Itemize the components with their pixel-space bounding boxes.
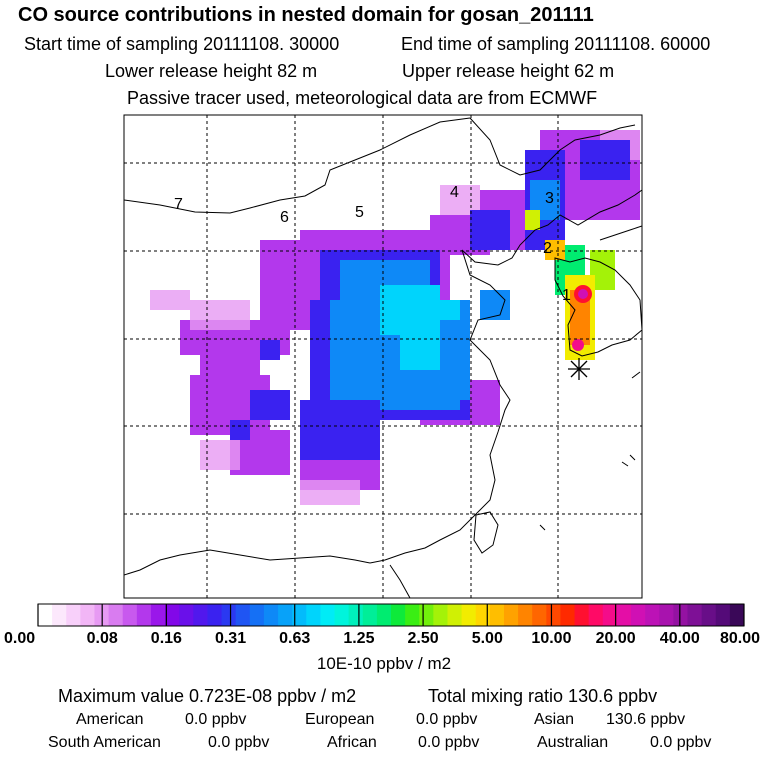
colorbar-label: 0.00 xyxy=(4,630,36,647)
colorbar-cell xyxy=(489,604,505,626)
colorbar-cell xyxy=(729,604,745,626)
colorbar-cell xyxy=(306,604,321,626)
colorbar-cell xyxy=(108,604,124,626)
colorbar-cell xyxy=(631,604,646,626)
graticule xyxy=(124,115,642,598)
colorbar-cell xyxy=(193,604,208,626)
colorbar-cell xyxy=(419,604,434,626)
lower-release-height: Lower release height 82 m xyxy=(105,61,318,81)
max-value: Maximum value 0.723E-08 ppbv / m2 xyxy=(58,686,357,706)
domain-label-7: 7 xyxy=(174,196,183,213)
colorbar-cell xyxy=(532,604,547,626)
colorbar-cell xyxy=(673,604,689,626)
colorbar-units: 10E-10 ppbv / m2 xyxy=(316,654,452,673)
asian-value: 130.6 ppbv xyxy=(606,711,686,728)
colorbar-label: 10.00 xyxy=(531,630,572,647)
colorbar-cell xyxy=(80,604,95,626)
colorbar-cell xyxy=(616,604,632,626)
domain-label-5: 5 xyxy=(355,204,364,221)
colorbar-cell xyxy=(574,604,590,626)
colorbar-cell xyxy=(659,604,674,626)
domain-label-1: 1 xyxy=(562,287,571,304)
start-time: Start time of sampling 20111108. 30000 xyxy=(24,34,340,54)
african-value: 0.0 ppbv xyxy=(418,734,480,751)
colorbar-cell xyxy=(362,604,378,626)
asian-label: Asian xyxy=(534,711,575,728)
colorbar-cell xyxy=(645,604,660,626)
colorbar-cell xyxy=(320,604,336,626)
african-label: African xyxy=(327,734,377,751)
domain-label-4: 4 xyxy=(450,184,459,201)
colorbar-cell xyxy=(715,604,731,626)
colorbar-label: 2.50 xyxy=(407,630,439,647)
colorbar-cell xyxy=(235,604,251,626)
colorbar-cell xyxy=(66,604,81,626)
colorbar-frame xyxy=(37,603,745,627)
colorbar-cell xyxy=(150,604,166,626)
colorbar-cell xyxy=(292,604,307,626)
domain-label-3: 3 xyxy=(545,190,554,207)
colorbar-label: 80.00 xyxy=(719,630,760,647)
american-label: American xyxy=(76,711,144,728)
colorbar-cell xyxy=(461,604,477,626)
colorbar-label: 0.31 xyxy=(214,630,247,647)
south-american-value: 0.0 ppbv xyxy=(208,734,270,751)
colorbar-cell xyxy=(391,604,406,626)
colorbar-cell xyxy=(560,604,576,626)
colorbar-cell xyxy=(518,604,533,626)
colorbar-cell xyxy=(546,604,561,626)
domain-label-6: 6 xyxy=(280,209,289,226)
colorbar-cell xyxy=(701,604,717,626)
colorbar-cell xyxy=(278,604,293,626)
colorbar-cell xyxy=(179,604,194,626)
colorbar-label: 1.25 xyxy=(343,630,375,647)
colorbar-cell xyxy=(207,604,223,626)
colorbar-label: 40.00 xyxy=(659,630,700,647)
australian-label: Australian xyxy=(537,734,609,751)
colorbar-cell xyxy=(348,604,364,626)
colorbar-cell xyxy=(447,604,463,626)
map-frame xyxy=(123,114,643,599)
total-mixing-ratio: Total mixing ratio 130.6 ppbv xyxy=(428,686,658,706)
tracer-note: Passive tracer used, meteorological data… xyxy=(127,88,598,108)
colorbar-cell xyxy=(433,604,448,626)
upper-release-height: Upper release height 62 m xyxy=(402,61,615,81)
colorbar-cell xyxy=(249,604,265,626)
colorbar xyxy=(37,603,745,627)
concentration-field xyxy=(124,115,642,598)
colorbar-cell xyxy=(602,604,618,626)
colorbar-label: 20.00 xyxy=(595,630,636,647)
colorbar-cell xyxy=(136,604,152,626)
european-value: 0.0 ppbv xyxy=(416,711,478,728)
colorbar-cell xyxy=(376,604,392,626)
colorbar-label: 5.00 xyxy=(471,630,503,647)
domain-label-2: 2 xyxy=(543,240,552,257)
asterisk-receptor-icon xyxy=(568,358,590,380)
colorbar-cell xyxy=(687,604,703,626)
colorbar-label: 0.08 xyxy=(86,630,118,647)
european-label: European xyxy=(305,711,375,728)
colorbar-cell xyxy=(405,604,420,626)
colorbar-label: 0.16 xyxy=(150,630,182,647)
south-american-label: South American xyxy=(48,734,161,751)
coastlines xyxy=(124,117,642,598)
australian-value: 0.0 ppbv xyxy=(650,734,712,751)
colorbar-cell xyxy=(38,604,53,626)
colorbar-cell xyxy=(503,604,519,626)
map-title: CO source contributions in nested domain… xyxy=(18,4,594,26)
american-value: 0.0 ppbv xyxy=(185,711,247,728)
colorbar-cell xyxy=(52,604,67,626)
colorbar-cell xyxy=(122,604,138,626)
colorbar-cell xyxy=(263,604,279,626)
colorbar-cell xyxy=(221,604,237,626)
colorbar-label: 0.63 xyxy=(279,630,311,647)
end-time: End time of sampling 20111108. 60000 xyxy=(401,34,711,54)
colorbar-cell xyxy=(334,604,350,626)
colorbar-cell xyxy=(165,604,180,626)
colorbar-cell xyxy=(588,604,604,626)
colorbar-cell xyxy=(475,604,491,626)
